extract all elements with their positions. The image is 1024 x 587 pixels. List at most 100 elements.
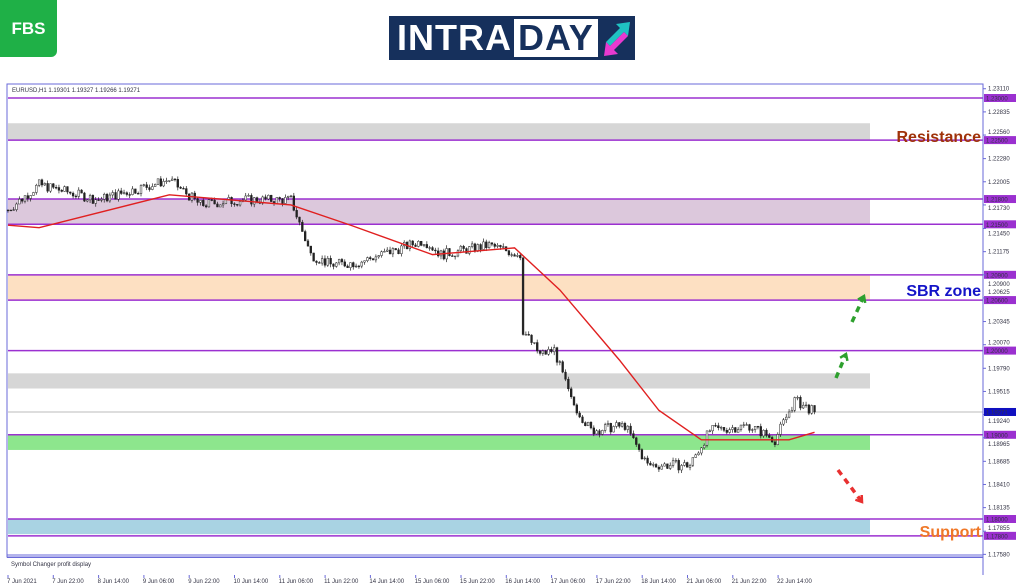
- candle-body: [736, 429, 740, 433]
- candle-body: [558, 361, 562, 363]
- candle-body: [448, 248, 451, 256]
- candle-body: [524, 334, 528, 336]
- y-tick-label: 1.22560: [988, 130, 1010, 136]
- fbs-logo: FBS: [0, 0, 57, 57]
- candle-body: [570, 388, 573, 398]
- y-tick-label: 1.18135: [988, 506, 1010, 512]
- candle-body: [502, 246, 505, 248]
- candle-body: [802, 404, 805, 409]
- candle-body: [773, 441, 777, 445]
- candle-body: [122, 192, 126, 194]
- annotation-resistance: Resistance: [897, 129, 982, 146]
- candle-body: [581, 416, 584, 423]
- candle-body: [496, 245, 499, 247]
- candle-body: [363, 260, 366, 263]
- arrow-head-icon: [854, 494, 864, 504]
- level-price-label: 1.19000: [986, 433, 1008, 439]
- x-tick-label: 9 Jun 22:00: [188, 579, 220, 585]
- x-tick-label: 18 Jun 14:00: [641, 579, 676, 585]
- candle-body: [666, 463, 669, 469]
- candle-body: [131, 188, 134, 195]
- y-tick-label: 1.18685: [988, 459, 1010, 465]
- level-price-tag: [984, 296, 1016, 305]
- candle-body: [162, 181, 165, 187]
- candle-body: [80, 189, 83, 194]
- x-tick-label: 14 Jun 14:00: [369, 579, 404, 585]
- candle-body: [623, 423, 627, 430]
- candle-body: [705, 430, 709, 446]
- candle-body: [663, 463, 666, 467]
- candle-body: [386, 249, 389, 252]
- y-tick-label: 1.18410: [988, 482, 1010, 488]
- candle-body: [765, 429, 768, 436]
- candle-body: [210, 199, 213, 201]
- candle-body: [360, 261, 363, 267]
- candle-body: [357, 265, 361, 268]
- candle-body: [108, 194, 112, 202]
- x-tick-label: 17 Jun 22:00: [596, 579, 631, 585]
- level-price-label: 1.20600: [986, 299, 1008, 305]
- candle-body: [103, 194, 106, 200]
- candle-body: [595, 430, 598, 435]
- indicator-pane: [7, 557, 983, 558]
- candle-body: [587, 421, 590, 427]
- candle-body: [669, 465, 672, 469]
- candle-body: [354, 265, 358, 268]
- candle-body: [465, 248, 468, 254]
- candle-body: [219, 204, 222, 208]
- candle-body: [54, 187, 58, 189]
- candle-body: [459, 246, 462, 251]
- candle-body: [154, 184, 157, 187]
- candle-body: [86, 199, 89, 202]
- candle-body: [377, 255, 380, 258]
- candle-body: [547, 348, 550, 355]
- candle-body: [179, 186, 182, 189]
- candle-body: [632, 433, 635, 439]
- level-price-tag: [984, 136, 1016, 145]
- x-tick-label: 15 Jun 22:00: [460, 579, 495, 585]
- moving-average-line: [7, 194, 815, 441]
- candle-body: [18, 198, 21, 205]
- candle-body: [748, 424, 751, 431]
- candle-body: [790, 409, 794, 413]
- candle-body: [533, 342, 536, 344]
- logo-text: FBS: [11, 18, 46, 38]
- candle-body: [671, 460, 675, 466]
- candle-body: [629, 425, 632, 434]
- candle-body: [660, 465, 663, 470]
- candle-body: [550, 348, 553, 353]
- candle-body: [479, 244, 482, 250]
- candle-body: [26, 195, 29, 199]
- zone-band: [8, 274, 870, 301]
- y-tick-label: 1.17580: [988, 552, 1010, 558]
- level-price-label: 1.21800: [986, 198, 1008, 204]
- candle-body: [519, 255, 522, 259]
- level-price-tag: [984, 220, 1016, 229]
- candle-body: [553, 347, 556, 353]
- candle-body: [380, 251, 383, 256]
- x-tick-label: 21 Jun 06:00: [687, 579, 722, 585]
- candle-body: [618, 422, 621, 427]
- zone-band: [8, 434, 870, 450]
- candle-body: [320, 258, 324, 264]
- candle-body: [485, 241, 488, 249]
- candle-body: [159, 178, 162, 187]
- candle-body: [742, 424, 745, 426]
- candle-body: [29, 195, 32, 199]
- candle-body: [417, 241, 420, 247]
- candle-body: [739, 424, 743, 430]
- candle-body: [510, 254, 513, 256]
- candle-body: [422, 244, 426, 246]
- intraday-banner: INTRA DAY: [389, 16, 635, 60]
- level-price-tag: [984, 94, 1016, 102]
- candle-body: [796, 397, 799, 399]
- candle-body: [233, 203, 236, 205]
- candle-body: [284, 197, 287, 204]
- candle-body: [799, 397, 802, 409]
- x-tick-label: 16 Jun 14:00: [505, 579, 540, 585]
- candle-body: [111, 192, 114, 196]
- x-tick-label: 8 Jun 14:00: [98, 579, 130, 585]
- candle-body: [575, 404, 578, 414]
- candle-body: [807, 404, 811, 414]
